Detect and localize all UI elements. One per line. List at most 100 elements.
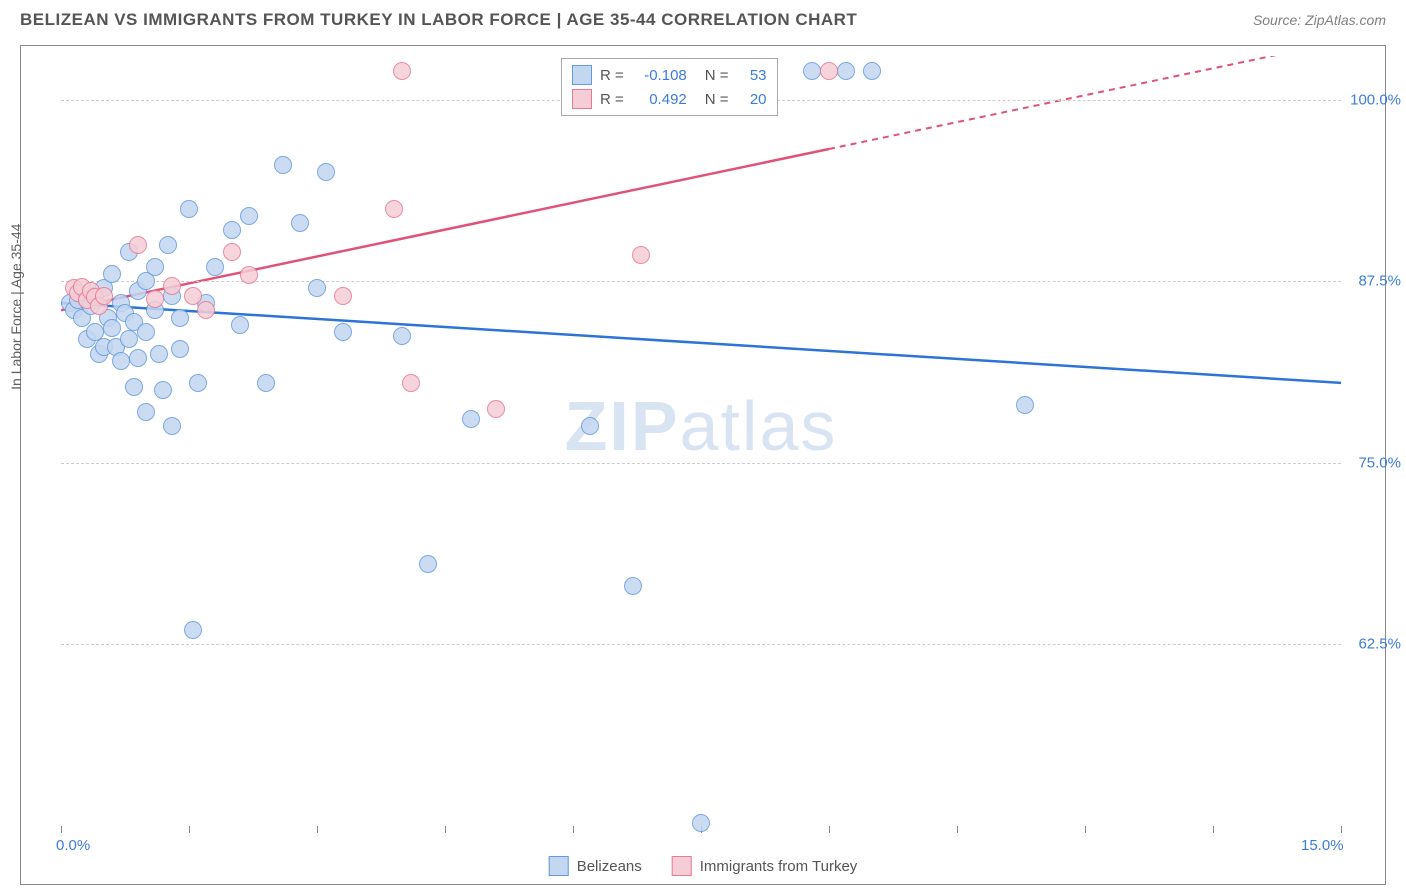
data-point bbox=[120, 330, 138, 348]
trend-lines-layer bbox=[61, 56, 1341, 826]
data-point bbox=[129, 349, 147, 367]
x-tick bbox=[189, 826, 190, 833]
data-point bbox=[223, 243, 241, 261]
x-tick bbox=[573, 826, 574, 833]
data-point bbox=[803, 62, 821, 80]
data-point bbox=[393, 62, 411, 80]
data-point bbox=[103, 319, 121, 337]
data-point bbox=[1016, 396, 1034, 414]
x-tick bbox=[1085, 826, 1086, 833]
data-point bbox=[137, 323, 155, 341]
n-value: 20 bbox=[737, 91, 767, 108]
data-point bbox=[150, 345, 168, 363]
data-point bbox=[692, 814, 710, 832]
chart-container: In Labor Force | Age 35-44 ZIPatlas 62.5… bbox=[20, 45, 1386, 885]
data-point bbox=[154, 381, 172, 399]
y-tick-label: 100.0% bbox=[1350, 91, 1401, 108]
grid-line bbox=[61, 644, 1341, 645]
data-point bbox=[146, 258, 164, 276]
data-point bbox=[137, 403, 155, 421]
stats-legend: R = -0.108 N = 53 R = 0.492 N = 20 bbox=[561, 58, 778, 116]
data-point bbox=[402, 374, 420, 392]
data-point bbox=[184, 621, 202, 639]
watermark-suffix: atlas bbox=[680, 387, 838, 465]
data-point bbox=[240, 207, 258, 225]
data-point bbox=[163, 277, 181, 295]
x-tick bbox=[317, 826, 318, 833]
data-point bbox=[129, 236, 147, 254]
data-point bbox=[487, 400, 505, 418]
r-label: R = bbox=[600, 67, 624, 84]
y-tick-label: 75.0% bbox=[1358, 454, 1401, 471]
data-point bbox=[223, 221, 241, 239]
x-tick bbox=[61, 826, 62, 833]
x-tick-label: 0.0% bbox=[56, 837, 90, 854]
n-value: 53 bbox=[737, 67, 767, 84]
data-point bbox=[171, 309, 189, 327]
data-point bbox=[103, 265, 121, 283]
data-point bbox=[206, 258, 224, 276]
stats-legend-row: R = 0.492 N = 20 bbox=[572, 87, 767, 111]
data-point bbox=[125, 378, 143, 396]
data-point bbox=[159, 236, 177, 254]
legend-swatch bbox=[572, 89, 592, 109]
x-tick bbox=[957, 826, 958, 833]
data-point bbox=[581, 417, 599, 435]
y-tick-label: 62.5% bbox=[1358, 636, 1401, 653]
data-point bbox=[393, 327, 411, 345]
trend-line bbox=[61, 303, 1341, 383]
legend-swatch bbox=[549, 856, 569, 876]
chart-header: BELIZEAN VS IMMIGRANTS FROM TURKEY IN LA… bbox=[0, 0, 1406, 35]
y-tick-label: 87.5% bbox=[1358, 273, 1401, 290]
x-tick-label: 15.0% bbox=[1301, 837, 1344, 854]
data-point bbox=[334, 323, 352, 341]
watermark: ZIPatlas bbox=[565, 386, 838, 466]
x-tick bbox=[1341, 826, 1342, 833]
grid-line bbox=[61, 463, 1341, 464]
data-point bbox=[308, 279, 326, 297]
data-point bbox=[317, 163, 335, 181]
data-point bbox=[624, 577, 642, 595]
stats-legend-row: R = -0.108 N = 53 bbox=[572, 63, 767, 87]
data-point bbox=[171, 340, 189, 358]
trend-line-extrapolated bbox=[829, 56, 1341, 149]
data-point bbox=[632, 246, 650, 264]
legend-label: Immigrants from Turkey bbox=[700, 858, 858, 875]
data-point bbox=[180, 200, 198, 218]
data-point bbox=[95, 287, 113, 305]
x-tick bbox=[445, 826, 446, 833]
source-attribution: Source: ZipAtlas.com bbox=[1253, 12, 1386, 28]
data-point bbox=[334, 287, 352, 305]
legend-label: Belizeans bbox=[577, 858, 642, 875]
x-tick bbox=[1213, 826, 1214, 833]
data-point bbox=[837, 62, 855, 80]
data-point bbox=[863, 62, 881, 80]
data-point bbox=[112, 352, 130, 370]
legend-item: Immigrants from Turkey bbox=[672, 856, 858, 876]
data-point bbox=[274, 156, 292, 174]
data-point bbox=[419, 555, 437, 573]
data-point bbox=[189, 374, 207, 392]
legend-item: Belizeans bbox=[549, 856, 642, 876]
legend-swatch bbox=[672, 856, 692, 876]
r-value: -0.108 bbox=[632, 67, 687, 84]
data-point bbox=[291, 214, 309, 232]
data-point bbox=[163, 417, 181, 435]
data-point bbox=[231, 316, 249, 334]
legend-swatch bbox=[572, 65, 592, 85]
x-tick bbox=[829, 826, 830, 833]
data-point bbox=[820, 62, 838, 80]
data-point bbox=[462, 410, 480, 428]
data-point bbox=[184, 287, 202, 305]
series-legend: Belizeans Immigrants from Turkey bbox=[549, 856, 858, 876]
r-value: 0.492 bbox=[632, 91, 687, 108]
data-point bbox=[385, 200, 403, 218]
n-label: N = bbox=[705, 67, 729, 84]
n-label: N = bbox=[705, 91, 729, 108]
chart-title: BELIZEAN VS IMMIGRANTS FROM TURKEY IN LA… bbox=[20, 10, 857, 30]
r-label: R = bbox=[600, 91, 624, 108]
data-point bbox=[240, 266, 258, 284]
y-axis-label: In Labor Force | Age 35-44 bbox=[8, 224, 24, 390]
data-point bbox=[146, 290, 164, 308]
plot-area: ZIPatlas 62.5%75.0%87.5%100.0%0.0%15.0% bbox=[61, 56, 1341, 826]
